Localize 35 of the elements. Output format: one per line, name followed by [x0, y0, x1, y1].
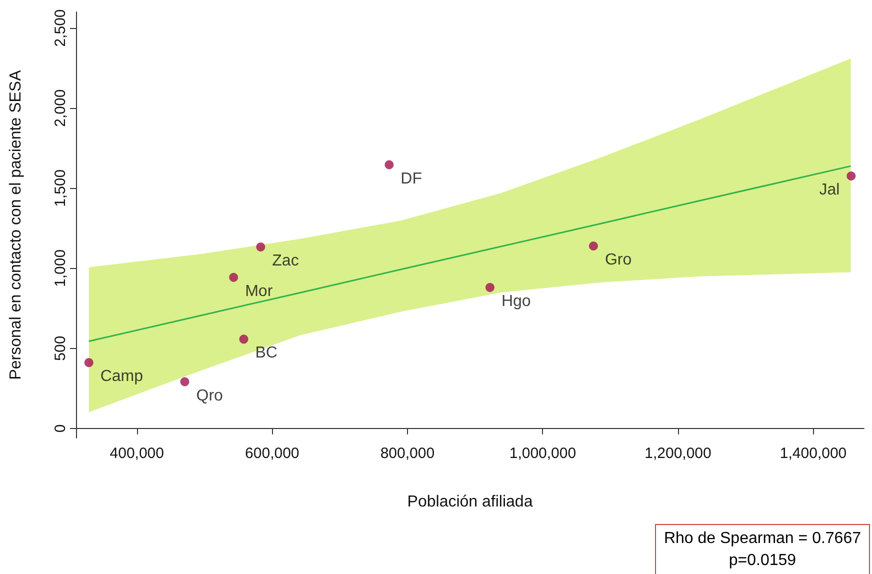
- data-label: Zac: [272, 252, 299, 270]
- data-label: Qro: [196, 387, 224, 404]
- point: [84, 358, 94, 368]
- x-tick-label: 600,000: [245, 445, 300, 462]
- y-tick-label: 1,000: [52, 249, 69, 288]
- y-tick-label: 0: [52, 424, 69, 433]
- x-tick-label: 1,000,000: [509, 445, 576, 462]
- y-tick-label: 2,500: [52, 9, 69, 47]
- point: [485, 282, 494, 292]
- text: Rho de Spearman = 0.7667: [664, 529, 861, 549]
- point: [229, 272, 238, 282]
- data-label: Hgo: [501, 292, 531, 310]
- x-tick-label: 1,400,000: [780, 445, 847, 462]
- point: [846, 171, 856, 180]
- x-tick-label: 800,000: [380, 445, 435, 462]
- line-series: [88, 165, 852, 342]
- point: [588, 241, 598, 250]
- y-axis-title: Personal en contacto con el paciente SESA: [8, 70, 24, 380]
- point: [256, 242, 266, 252]
- point: [239, 334, 248, 344]
- data-label: Gro: [604, 251, 632, 268]
- y-tick-label: 500: [52, 336, 69, 361]
- data-label: Mor: [245, 282, 274, 300]
- x-tick-label: 1,200,000: [644, 445, 712, 462]
- text: p=0.0159: [728, 551, 798, 571]
- y-tick-label: 2,000: [52, 89, 69, 127]
- data-label: Camp: [100, 368, 144, 386]
- point: [384, 160, 394, 170]
- point: [180, 377, 190, 386]
- y-tick-label: 1,500: [52, 169, 69, 207]
- x-axis-title: Población afiliada: [407, 494, 533, 510]
- x-tick-label: 400,000: [110, 445, 164, 462]
- data-label: BC: [255, 344, 278, 362]
- data-label: DF: [400, 170, 422, 188]
- data-label: Jal: [819, 181, 840, 198]
